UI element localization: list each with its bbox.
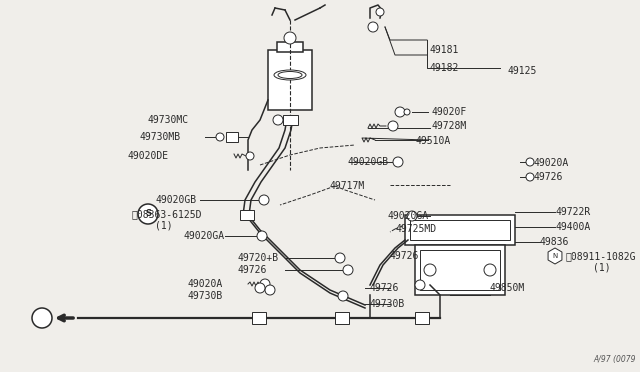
Circle shape: [265, 285, 275, 295]
Text: 49717M: 49717M: [330, 181, 365, 191]
Bar: [420, 250, 500, 290]
Text: 49020A: 49020A: [533, 158, 568, 168]
Bar: [277, 42, 303, 52]
Circle shape: [257, 231, 267, 241]
Circle shape: [526, 158, 534, 166]
Bar: [240, 210, 254, 220]
Circle shape: [338, 291, 348, 301]
Text: 49730MC: 49730MC: [148, 115, 189, 125]
Text: 49730B: 49730B: [370, 299, 405, 309]
Circle shape: [335, 253, 345, 263]
Text: 49722R: 49722R: [556, 207, 591, 217]
Circle shape: [343, 265, 353, 275]
Circle shape: [404, 109, 410, 115]
Circle shape: [395, 107, 405, 117]
Circle shape: [484, 264, 496, 276]
Text: 49020GB: 49020GB: [347, 157, 388, 167]
Circle shape: [255, 283, 265, 293]
Ellipse shape: [274, 70, 306, 80]
Circle shape: [526, 173, 534, 181]
Circle shape: [138, 204, 158, 224]
Text: 49720+B: 49720+B: [238, 253, 279, 263]
Text: 49510A: 49510A: [415, 136, 451, 146]
Circle shape: [376, 8, 384, 16]
Circle shape: [216, 133, 224, 141]
Text: 49400A: 49400A: [556, 222, 591, 232]
Text: (1): (1): [593, 263, 611, 273]
Text: 49726: 49726: [390, 251, 419, 261]
Circle shape: [260, 279, 270, 289]
Text: 49181: 49181: [430, 45, 460, 55]
Circle shape: [551, 252, 559, 260]
Text: 49182: 49182: [430, 63, 460, 73]
Text: 49020F: 49020F: [432, 107, 467, 117]
Text: Ⓢ08363-6125D: Ⓢ08363-6125D: [131, 209, 202, 219]
Circle shape: [393, 157, 403, 167]
Circle shape: [368, 22, 378, 32]
Text: A/97 (0079: A/97 (0079: [593, 355, 636, 364]
Text: 49725MD: 49725MD: [395, 224, 436, 234]
Text: 49836: 49836: [540, 237, 570, 247]
Circle shape: [284, 32, 296, 44]
Text: 49730B: 49730B: [188, 291, 223, 301]
Bar: [415, 312, 429, 324]
Bar: [335, 312, 349, 324]
Text: 49020GA: 49020GA: [387, 211, 428, 221]
Circle shape: [246, 152, 254, 160]
Text: 49020GB: 49020GB: [155, 195, 196, 205]
Text: 49020DE: 49020DE: [128, 151, 169, 161]
Text: 49726: 49726: [238, 265, 268, 275]
Text: 49020A: 49020A: [188, 279, 223, 289]
Bar: [268, 50, 312, 110]
Text: 49730MB: 49730MB: [140, 132, 181, 142]
Circle shape: [407, 211, 417, 221]
Circle shape: [424, 264, 436, 276]
Text: 49726: 49726: [533, 172, 563, 182]
Bar: [283, 115, 298, 125]
Text: S: S: [145, 209, 151, 218]
Circle shape: [388, 121, 398, 131]
Text: 49850M: 49850M: [490, 283, 525, 293]
Text: 49020GA: 49020GA: [183, 231, 224, 241]
Bar: [226, 132, 238, 142]
Ellipse shape: [278, 71, 302, 78]
Bar: [410, 220, 510, 240]
Text: N: N: [552, 253, 557, 259]
Circle shape: [415, 280, 425, 290]
Bar: [405, 215, 515, 245]
Text: 49726: 49726: [370, 283, 399, 293]
Circle shape: [273, 115, 283, 125]
Text: Ⓝ08911-1082G: Ⓝ08911-1082G: [566, 251, 637, 261]
Text: 49728M: 49728M: [432, 121, 467, 131]
Bar: [415, 245, 505, 295]
Circle shape: [259, 195, 269, 205]
Text: 49125: 49125: [508, 66, 538, 76]
Circle shape: [32, 308, 52, 328]
Text: (1): (1): [155, 221, 173, 231]
Bar: [252, 312, 266, 324]
